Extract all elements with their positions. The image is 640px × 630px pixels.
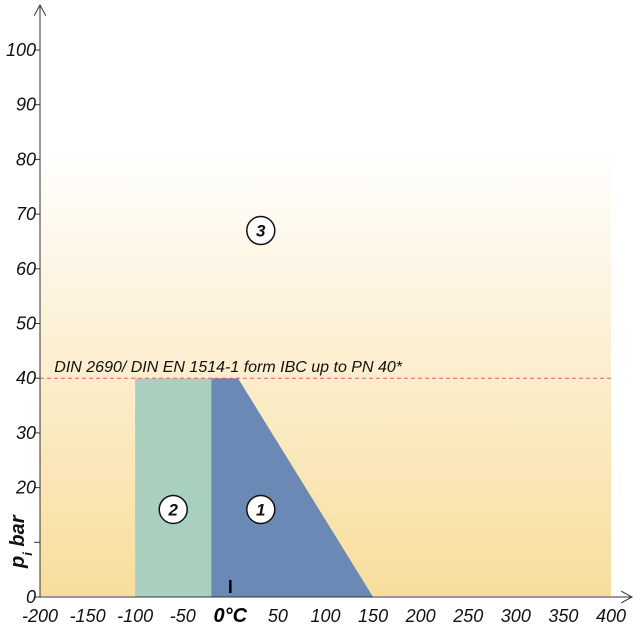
region-label-2-text: 2: [167, 500, 178, 519]
x-tick-label: -200: [22, 606, 58, 626]
y-tick-label: 80: [16, 149, 36, 169]
region-label-1-text: 1: [256, 500, 265, 519]
x-tick-label: 150: [358, 606, 388, 626]
y-tick-label: 50: [16, 314, 36, 334]
y-tick-label: 0: [26, 587, 36, 607]
x-ticks: -200 -150 -100 -50 0°C 50 100 150 200 250 300 350 40…: [22, 580, 626, 627]
x-tick-label: -50: [170, 606, 196, 626]
region-label-3-circle: [246, 215, 276, 246]
x-tick-label: -150: [70, 606, 106, 626]
y-tick-label: 30: [16, 423, 36, 443]
x-tick-label: 400: [596, 606, 626, 626]
region-3-background: [40, 50, 611, 596]
x-tick-label: 350: [548, 606, 578, 626]
y-tick-label: 100: [6, 40, 36, 60]
region-2-area: [135, 378, 212, 597]
y-ticks: 0 20 30 40 50 60 70 80 90 100: [6, 40, 40, 607]
x-tick-label: 300: [501, 606, 531, 626]
y-tick-label: 90: [16, 95, 36, 115]
x-tick-label: 100: [310, 606, 340, 626]
region-label-2-circle: [158, 494, 188, 525]
region-label-2: 2: [158, 494, 188, 525]
y-tick-label: 40: [16, 368, 36, 388]
region-label-1-circle: [246, 494, 276, 525]
x-tick-label: 200: [405, 606, 436, 626]
region-label-3: 3: [246, 215, 276, 246]
y-tick-label: 20: [15, 478, 36, 498]
x-tick-label: 0°C: [214, 605, 248, 627]
y-tick-label: 70: [16, 204, 36, 224]
y-axis-label-main: p: [7, 556, 29, 569]
y-axis-label-unit: bar: [7, 514, 29, 546]
y-axis-label-sub: i: [20, 552, 35, 556]
y-axis-label: pi bar: [7, 514, 35, 569]
region-label-1: 1: [246, 494, 276, 525]
x-tick-label: 50: [268, 606, 288, 626]
reference-line-label: DIN 2690/ DIN EN 1514-1 form IBC up to P…: [54, 359, 402, 376]
x-tick-label: -100: [117, 606, 153, 626]
x-tick-label: 250: [452, 606, 483, 626]
region-1-area: [211, 378, 374, 597]
y-tick-label: 60: [16, 259, 36, 279]
region-label-3-text: 3: [256, 222, 266, 241]
